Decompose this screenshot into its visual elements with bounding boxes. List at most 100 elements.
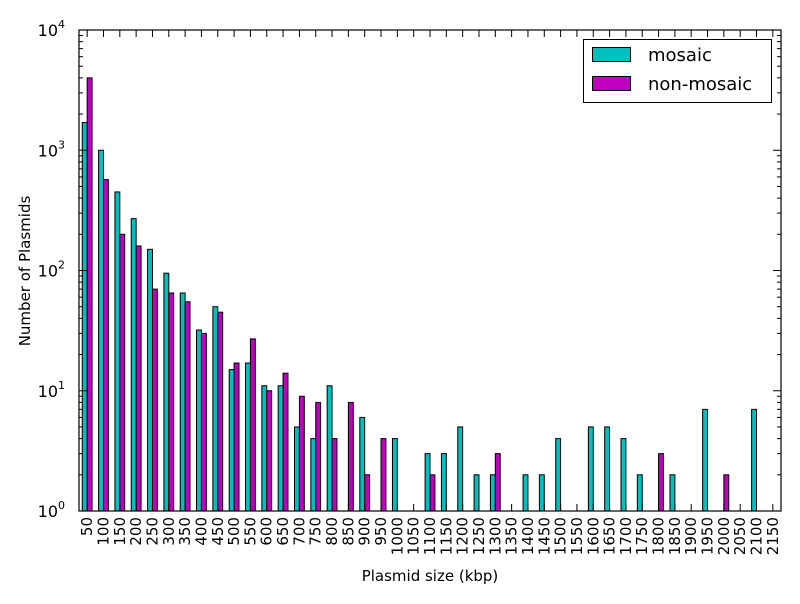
bar-mosaic-700 <box>294 426 300 512</box>
x-tick-label-2050: 2050 <box>731 517 749 555</box>
x-tick-label-1000: 1000 <box>388 517 406 555</box>
x-tick-label-100: 100 <box>94 517 112 546</box>
ticks-layer: 1001011021031045010015020025030035040045… <box>38 18 782 555</box>
x-tick-label-1850: 1850 <box>666 517 684 555</box>
bar-non-mosaic-750 <box>315 401 322 512</box>
bar-mosaic-1500 <box>555 438 562 512</box>
bar-mosaic-450 <box>212 306 219 512</box>
x-tick-label-1100: 1100 <box>421 517 439 555</box>
x-tick-label-1300: 1300 <box>486 517 504 555</box>
bar-mosaic-600 <box>261 385 268 512</box>
bar-mosaic-400 <box>196 329 202 512</box>
bar-non-mosaic-1300 <box>494 453 501 512</box>
bar-mosaic-50 <box>81 122 88 512</box>
bar-mosaic-1850 <box>669 474 676 512</box>
bar-mosaic-1400 <box>522 474 529 512</box>
x-tick-label-250: 250 <box>143 517 161 546</box>
x-tick-label-1350: 1350 <box>503 517 521 555</box>
bar-mosaic-1300 <box>489 474 496 512</box>
bar-mosaic-1600 <box>587 426 594 512</box>
x-tick-label-800: 800 <box>323 517 341 546</box>
bars-layer <box>81 77 758 512</box>
x-tick-label-550: 550 <box>241 517 259 546</box>
x-tick-label-1450: 1450 <box>535 517 553 555</box>
bar-non-mosaic-1800 <box>658 453 664 512</box>
x-tick-label-900: 900 <box>356 517 374 546</box>
bar-mosaic-1000 <box>391 438 398 512</box>
x-tick-label-1200: 1200 <box>454 517 472 555</box>
x-tick-label-1550: 1550 <box>568 517 586 555</box>
x-tick-label-1150: 1150 <box>437 517 455 555</box>
bar-mosaic-250 <box>147 248 153 512</box>
x-tick-label-2000: 2000 <box>715 517 733 555</box>
bar-mosaic-800 <box>326 385 333 512</box>
x-tick-label-850: 850 <box>339 517 357 546</box>
x-tick-label-1050: 1050 <box>405 517 423 555</box>
bar-non-mosaic-150 <box>119 233 126 512</box>
bar-mosaic-100 <box>98 149 104 512</box>
x-tick-label-150: 150 <box>111 517 129 546</box>
bar-mosaic-1950 <box>702 408 709 512</box>
legend: mosaic non-mosaic <box>583 39 772 103</box>
bar-mosaic-750 <box>310 438 317 512</box>
x-tick-label-2100: 2100 <box>748 517 766 555</box>
x-tick-label-200: 200 <box>127 517 145 546</box>
bar-mosaic-300 <box>163 272 170 512</box>
x-tick-label-2150: 2150 <box>764 517 782 555</box>
bar-mosaic-650 <box>277 385 284 512</box>
bar-non-mosaic-300 <box>168 292 175 512</box>
legend-swatch-non-mosaic <box>592 76 631 91</box>
x-axis-label: Plasmid size (kbp) <box>362 567 499 585</box>
x-tick-label-50: 50 <box>78 517 96 536</box>
x-tick-label-1650: 1650 <box>601 517 619 555</box>
x-tick-label-1950: 1950 <box>699 517 717 555</box>
bar-non-mosaic-200 <box>135 245 142 512</box>
x-tick-label-350: 350 <box>176 517 194 546</box>
bar-mosaic-350 <box>179 292 186 512</box>
y-tick-label: 102 <box>38 259 65 281</box>
x-tick-label-650: 650 <box>274 517 292 546</box>
bar-non-mosaic-900 <box>364 474 371 512</box>
x-tick-label-300: 300 <box>160 517 178 546</box>
x-tick-label-1600: 1600 <box>584 517 602 555</box>
x-tick-label-450: 450 <box>209 517 227 546</box>
bar-mosaic-2100 <box>751 408 758 512</box>
x-tick-label-750: 750 <box>307 517 325 546</box>
legend-swatch-mosaic <box>592 47 631 62</box>
bar-non-mosaic-350 <box>184 301 191 512</box>
bar-mosaic-150 <box>114 191 121 512</box>
x-tick-label-1800: 1800 <box>650 517 668 555</box>
bar-non-mosaic-2000 <box>723 474 730 512</box>
bar-non-mosaic-50 <box>86 77 93 512</box>
bar-mosaic-1100 <box>424 453 431 512</box>
x-tick-label-1900: 1900 <box>682 517 700 555</box>
bar-non-mosaic-450 <box>217 311 224 512</box>
bar-mosaic-1450 <box>538 474 545 512</box>
bar-non-mosaic-1100 <box>429 474 436 512</box>
x-tick-label-600: 600 <box>258 517 276 546</box>
x-tick-label-400: 400 <box>192 517 210 546</box>
bar-non-mosaic-600 <box>266 390 273 512</box>
bar-mosaic-1650 <box>604 426 611 512</box>
y-axis-label: Number of Plasmids <box>16 196 34 347</box>
y-tick-label: 103 <box>38 138 65 160</box>
bar-non-mosaic-550 <box>249 338 256 512</box>
bar-non-mosaic-100 <box>102 179 109 512</box>
bar-non-mosaic-700 <box>298 395 305 512</box>
bar-non-mosaic-800 <box>331 438 338 512</box>
bar-non-mosaic-950 <box>380 438 387 512</box>
x-tick-label-1500: 1500 <box>552 517 570 555</box>
bar-mosaic-1700 <box>620 438 627 512</box>
bar-non-mosaic-650 <box>282 372 289 512</box>
y-tick-label: 101 <box>38 379 65 401</box>
bar-mosaic-500 <box>228 369 235 512</box>
bar-mosaic-550 <box>245 362 251 512</box>
legend-label-non-mosaic: non-mosaic <box>648 74 752 95</box>
x-tick-label-1400: 1400 <box>519 517 537 555</box>
legend-label-mosaic: mosaic <box>648 45 712 66</box>
x-tick-label-1700: 1700 <box>617 517 635 555</box>
bar-non-mosaic-400 <box>200 332 207 512</box>
bar-mosaic-1750 <box>636 474 643 512</box>
